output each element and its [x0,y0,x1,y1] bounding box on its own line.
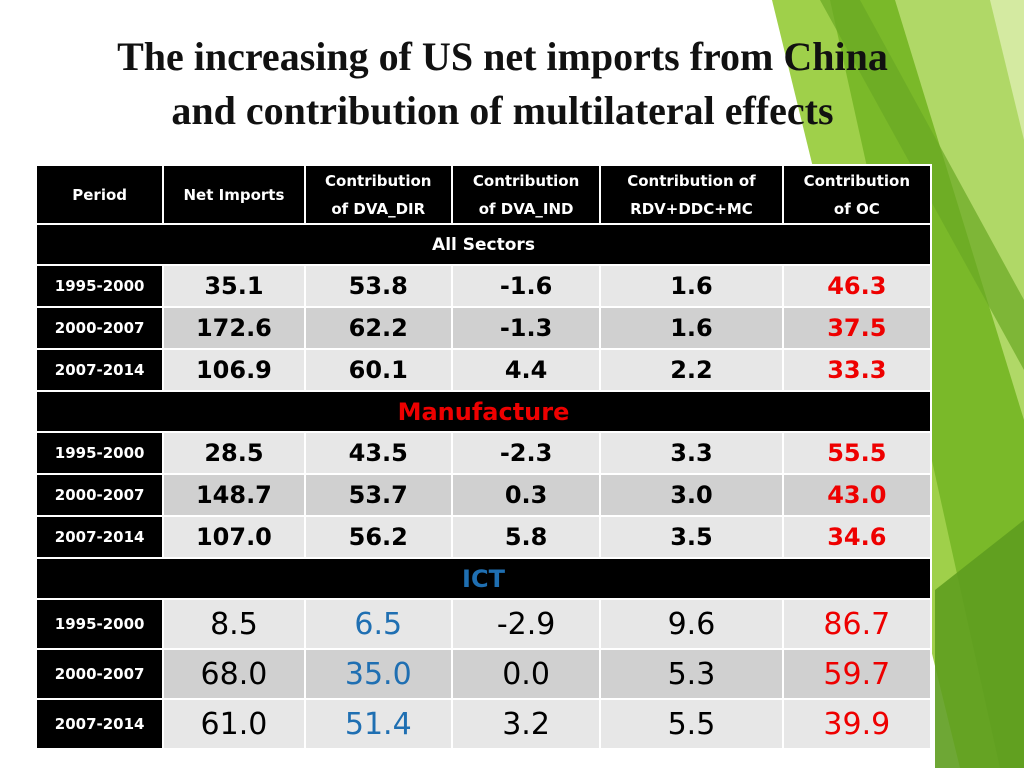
dva-ind-cell: 3.2 [450,698,602,750]
dva-ind-cell: 0.3 [450,473,602,517]
dva-ind-cell: 0.0 [450,648,602,700]
header-dva-dir: Contribution of DVA_DIR [303,164,453,225]
net-imports-cell: 61.0 [162,698,306,750]
oc-cell: 43.0 [781,473,933,517]
rdv-cell: 5.3 [599,648,784,700]
table-row: 2007-2014 61.0 51.4 3.2 5.5 39.9 [34,698,933,750]
rdv-cell: 3.3 [599,431,784,475]
title-line-1: The increasing of US net imports from Ch… [117,34,888,79]
header-net-imports: Net Imports [162,164,306,225]
net-imports-cell: 106.9 [162,348,306,392]
dva-ind-cell: -2.9 [450,598,602,650]
table-row: 2000-2007 68.0 35.0 0.0 5.3 59.7 [34,648,933,700]
dva-ind-cell: -1.3 [450,306,602,350]
net-imports-cell: 28.5 [162,431,306,475]
period-cell: 2000-2007 [34,473,165,517]
section-manufacture: Manufacture [35,390,932,433]
dva-dir-cell: 43.5 [303,431,453,475]
oc-cell: 55.5 [781,431,933,475]
period-cell: 2000-2007 [34,306,165,350]
dva-dir-cell: 53.7 [303,473,453,517]
oc-cell: 33.3 [781,348,933,392]
net-imports-cell: 148.7 [162,473,306,517]
period-cell: 1995-2000 [34,598,165,650]
period-cell: 2007-2014 [34,348,165,392]
contribution-table: Period Net Imports Contribution of DVA_DI… [34,164,933,750]
slide-title: The increasing of US net imports from Ch… [0,30,1005,138]
rdv-cell: 3.0 [599,473,784,517]
dva-dir-cell: 62.2 [303,306,453,350]
oc-cell: 46.3 [781,264,933,308]
oc-cell: 59.7 [781,648,933,700]
rdv-cell: 1.6 [599,264,784,308]
dva-dir-cell: 51.4 [303,698,453,750]
dva-dir-cell: 60.1 [303,348,453,392]
table-row: 2007-2014 106.9 60.1 4.4 2.2 33.3 [34,348,933,392]
section-all-sectors: All Sectors [35,223,932,266]
dva-ind-cell: 4.4 [450,348,602,392]
period-cell: 2007-2014 [34,698,165,750]
rdv-cell: 9.6 [599,598,784,650]
header-dva-ind: Contribution of DVA_IND [450,164,602,225]
table-row: 1995-2000 35.1 53.8 -1.6 1.6 46.3 [34,264,933,308]
period-cell: 1995-2000 [34,431,165,475]
table-row: 1995-2000 8.5 6.5 -2.9 9.6 86.7 [34,598,933,650]
table-row: 1995-2000 28.5 43.5 -2.3 3.3 55.5 [34,431,933,475]
net-imports-cell: 107.0 [162,515,306,559]
dva-dir-cell: 35.0 [303,648,453,700]
oc-cell: 86.7 [781,598,933,650]
table-row: 2000-2007 172.6 62.2 -1.3 1.6 37.5 [34,306,933,350]
net-imports-cell: 8.5 [162,598,306,650]
period-cell: 1995-2000 [34,264,165,308]
header-period: Period [34,164,165,225]
oc-cell: 39.9 [781,698,933,750]
period-cell: 2000-2007 [34,648,165,700]
net-imports-cell: 35.1 [162,264,306,308]
net-imports-cell: 172.6 [162,306,306,350]
dva-dir-cell: 6.5 [303,598,453,650]
dva-ind-cell: 5.8 [450,515,602,559]
title-line-2: and contribution of multilateral effects [171,88,834,133]
dva-ind-cell: -2.3 [450,431,602,475]
table-row: 2007-2014 107.0 56.2 5.8 3.5 34.6 [34,515,933,559]
net-imports-cell: 68.0 [162,648,306,700]
oc-cell: 37.5 [781,306,933,350]
dva-dir-cell: 56.2 [303,515,453,559]
section-ict: ICT [35,557,932,600]
rdv-cell: 5.5 [599,698,784,750]
period-cell: 2007-2014 [34,515,165,559]
dva-ind-cell: -1.6 [450,264,602,308]
oc-cell: 34.6 [781,515,933,559]
header-rdv-ddc-mc: Contribution of RDV+DDC+MC [599,164,784,225]
rdv-cell: 3.5 [599,515,784,559]
dva-dir-cell: 53.8 [303,264,453,308]
table-row: 2000-2007 148.7 53.7 0.3 3.0 43.0 [34,473,933,517]
rdv-cell: 2.2 [599,348,784,392]
header-oc: Contribution of OC [781,164,933,225]
rdv-cell: 1.6 [599,306,784,350]
